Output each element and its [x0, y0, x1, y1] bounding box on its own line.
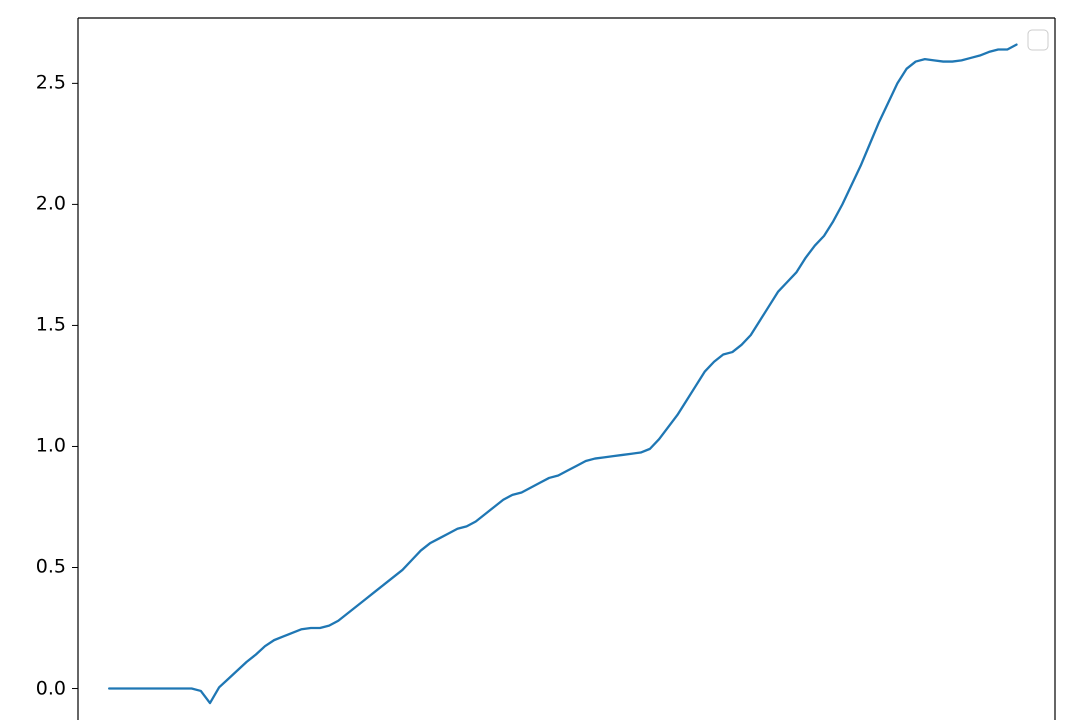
y-tick-label: 2.0	[0, 195, 66, 214]
y-tick-label: 2.5	[0, 74, 66, 93]
y-tick-label: 0.0	[0, 679, 66, 698]
y-tick-label: 0.5	[0, 558, 66, 577]
y-tick-label: 1.0	[0, 437, 66, 456]
y-tick-label: 1.5	[0, 316, 66, 335]
legend-box	[1028, 30, 1048, 50]
line-chart: 0.0 0.5 1.0 1.5 2.0 2.5	[0, 0, 1068, 720]
chart-svg	[0, 0, 1068, 720]
